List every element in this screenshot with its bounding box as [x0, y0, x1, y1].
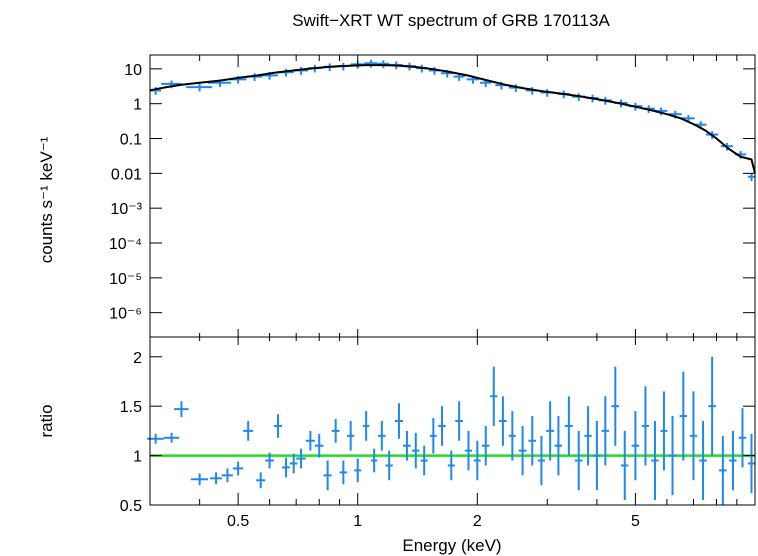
x-tick-label: 2 [473, 513, 482, 530]
ratio-data-point [331, 419, 340, 443]
ratio-data-point [323, 460, 332, 491]
ratio-data-point [362, 411, 370, 441]
ratio-data-point [490, 366, 498, 426]
spectrum-model-line [149, 64, 756, 174]
ratio-data-point [584, 406, 592, 466]
ratio-data-point [738, 408, 747, 468]
ratio-data-point [447, 450, 455, 481]
spectrum-data-point [747, 173, 755, 182]
x-tick-label: 0.5 [227, 513, 249, 530]
ratio-data-point [481, 425, 490, 466]
spectrum-data-point [186, 83, 213, 92]
ratio-data-point [689, 391, 698, 481]
spectrum-data-point [364, 59, 378, 68]
ratio-frame [149, 336, 756, 506]
ratio-data-point [347, 421, 355, 451]
ratio-data-point [402, 430, 411, 461]
ratio-data-series [147, 356, 755, 505]
ratio-data-point [641, 386, 650, 466]
ratio-data-point [747, 433, 755, 494]
ratio-y-tick-label: 1 [133, 449, 142, 466]
ratio-data-point [564, 396, 573, 456]
spectrum-y-label: counts s⁻¹ keV⁻¹ [37, 136, 56, 263]
spectrum-panel: 10 1 0.1 0.01 10⁻³ 10⁻⁴ 10⁻⁵ 10⁻⁶ counts s⁻¹ ke… [37, 54, 756, 338]
ratio-data-point [339, 460, 348, 485]
spectrum-y-tick-label: 0.01 [111, 166, 142, 183]
ratio-data-point [528, 416, 536, 466]
spectrum-y-tick-label: 10⁻⁶ [109, 306, 142, 323]
ratio-data-point [438, 406, 446, 446]
x-axis-label: Energy (keV) [402, 536, 501, 555]
ratio-data-point [518, 425, 527, 476]
ratio-data-point [601, 396, 609, 466]
ratio-y-ticks: 0.5 1 1.5 2 [120, 350, 755, 515]
ratio-data-point [412, 432, 420, 469]
ratio-data-point [719, 435, 727, 505]
x-axis-ticks: 0.5 1 2 5 [149, 55, 756, 530]
spectrum-y-tick-label: 1 [133, 97, 142, 114]
ratio-y-tick-label: 2 [133, 350, 142, 367]
ratio-data-point [660, 391, 668, 471]
ratio-data-point [679, 371, 687, 461]
ratio-data-point [429, 418, 437, 454]
ratio-data-point [221, 468, 233, 483]
ratio-data-point [631, 411, 640, 481]
ratio-data-point [651, 421, 659, 501]
ratio-data-point [296, 448, 306, 469]
ratio-data-point [378, 421, 386, 451]
ratio-data-point [371, 448, 378, 473]
ratio-data-point [282, 457, 290, 478]
ratio-data-point [174, 401, 189, 418]
ratio-data-point [499, 396, 507, 446]
ratio-data-point [574, 430, 583, 491]
ratio-data-point [455, 401, 463, 441]
ratio-data-point [232, 461, 244, 476]
ratio-data-point [354, 458, 362, 483]
chart-title: Swift−XRT WT spectrum of GRB 170113A [292, 11, 610, 30]
ratio-y-tick-label: 0.5 [120, 498, 142, 515]
ratio-data-point [554, 416, 563, 476]
spectrum-y-tick-label: 10 [124, 62, 142, 79]
ratio-y-tick-label: 1.5 [120, 399, 142, 416]
spectrum-y-tick-label: 10⁻³ [110, 201, 142, 218]
ratio-data-point [256, 472, 266, 489]
ratio-data-point [464, 430, 473, 471]
ratio-data-point [243, 421, 254, 441]
ratio-data-point [273, 414, 283, 438]
ratio-panel: 0.5 1 1.5 2 0.5 1 2 5 ratio Energy (keV) [37, 55, 756, 555]
ratio-y-label: ratio [37, 404, 56, 437]
spectrum-y-tick-label: 10⁻⁵ [109, 271, 142, 288]
ratio-data-point [699, 421, 707, 501]
spectrum-frame [149, 54, 756, 338]
ratio-data-point [508, 411, 516, 461]
ratio-data-point [668, 416, 677, 496]
ratio-data-point [708, 356, 716, 456]
x-tick-label: 5 [631, 513, 640, 530]
ratio-data-point [265, 452, 274, 469]
ratio-data-point [592, 421, 601, 491]
ratio-data-point [289, 453, 298, 474]
x-tick-label: 1 [353, 513, 362, 530]
ratio-data-point [305, 430, 315, 451]
ratio-data-point [621, 430, 629, 501]
ratio-data-point [210, 472, 222, 485]
spectrum-y-ticks: 10 1 0.1 0.01 10⁻³ 10⁻⁴ 10⁻⁵ 10⁻⁶ [109, 62, 755, 323]
ratio-data-point [546, 401, 555, 461]
ratio-data-point [394, 403, 403, 439]
ratio-data-point [163, 432, 180, 443]
ratio-data-point [314, 433, 324, 458]
ratio-data-point [729, 430, 737, 491]
spectrum-y-tick-label: 10⁻⁴ [109, 236, 142, 253]
spectrum-y-tick-label: 0.1 [120, 132, 142, 149]
ratio-data-point [385, 450, 393, 481]
ratio-data-point [420, 445, 428, 476]
ratio-data-point [190, 473, 209, 486]
ratio-data-point [537, 435, 545, 486]
ratio-data-point [473, 440, 481, 481]
ratio-data-point [611, 366, 620, 446]
